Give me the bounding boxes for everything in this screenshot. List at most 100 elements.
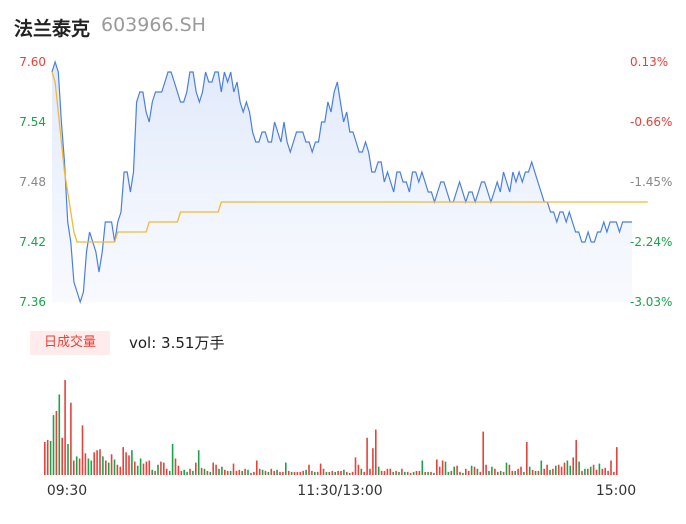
volume-bar xyxy=(218,468,220,475)
price-line xyxy=(51,60,632,304)
volume-bar xyxy=(87,458,90,475)
volume-bar xyxy=(424,471,426,475)
volume-bar xyxy=(224,469,226,475)
x-axis: 09:30 11:30/13:00 15:00 xyxy=(47,483,636,499)
volume-bar xyxy=(351,471,354,475)
volume-bar xyxy=(302,470,304,475)
volume-bar xyxy=(314,471,316,475)
volume-bar xyxy=(450,470,453,475)
volume-bar xyxy=(52,415,55,475)
volume-badge[interactable]: 日成交量 xyxy=(30,331,110,355)
volume-bar xyxy=(395,470,397,475)
volume-bar xyxy=(145,461,148,475)
volume-bar xyxy=(125,452,127,475)
volume-bar xyxy=(476,468,479,475)
volume-bar xyxy=(436,459,438,475)
y-right-tick-label: -2.24% xyxy=(630,235,672,249)
volume-bar xyxy=(282,471,284,475)
volume-bar xyxy=(595,469,598,475)
volume-bar xyxy=(90,460,93,475)
volume-bar xyxy=(549,469,551,475)
volume-bar xyxy=(319,463,322,475)
volume-bar xyxy=(256,460,258,475)
volume-bar xyxy=(380,470,383,475)
volume-bar xyxy=(113,459,116,475)
volume-bar xyxy=(212,462,214,475)
volume-bar xyxy=(363,471,365,475)
volume-bar xyxy=(107,462,110,475)
volume-bar xyxy=(154,470,156,475)
volume-bar xyxy=(372,448,374,475)
y-right-tick-label: -0.66% xyxy=(630,115,672,129)
volume-bar xyxy=(601,468,604,475)
volume-bar xyxy=(375,429,377,475)
volume-bar xyxy=(285,462,287,475)
volume-bar xyxy=(122,447,124,475)
volume-bar xyxy=(58,394,61,475)
volume-bar xyxy=(197,450,200,475)
volume-bar xyxy=(331,470,334,475)
volume-bar xyxy=(444,461,447,475)
volume-bar xyxy=(610,460,612,475)
volume-bar xyxy=(200,467,203,475)
volume-bar xyxy=(226,470,229,475)
volume-bar xyxy=(287,470,290,475)
volume-bar xyxy=(563,462,566,475)
volume-bar xyxy=(433,472,435,475)
volume-bar xyxy=(99,449,101,475)
volume-bar xyxy=(383,470,386,475)
volume-bar xyxy=(136,465,139,475)
volume-bar xyxy=(84,453,87,475)
volume-bar xyxy=(334,471,336,475)
volume-bar xyxy=(276,469,278,475)
volume-bar xyxy=(337,470,339,475)
volume-bar xyxy=(203,468,206,475)
volume-bar xyxy=(523,471,525,475)
volume-bar xyxy=(406,471,409,475)
volume-bar xyxy=(270,468,273,475)
volume-bar xyxy=(581,470,583,475)
volume-bar xyxy=(467,470,470,475)
volume-bar xyxy=(119,466,122,475)
y-axis-left: 7.60 7.54 7.48 7.42 7.36 xyxy=(19,55,46,309)
price-series-line xyxy=(51,60,632,304)
volume-bar xyxy=(151,469,153,475)
volume-bar xyxy=(70,402,72,475)
volume-bar xyxy=(55,411,58,475)
volume-bar xyxy=(401,468,403,475)
volume-bar xyxy=(160,461,162,475)
volume-bar xyxy=(587,468,589,475)
volume-value: vol: 3.51万手 xyxy=(129,334,225,352)
volume-bar xyxy=(78,458,81,475)
volume-bar xyxy=(134,461,136,475)
volume-bar xyxy=(221,466,223,475)
volume-bar xyxy=(528,466,531,475)
volume-bar xyxy=(526,442,528,475)
volume-bar xyxy=(427,471,429,475)
y-left-tick-label: 7.42 xyxy=(19,235,46,249)
volume-bar xyxy=(305,469,307,475)
volume-bar xyxy=(560,466,563,475)
volume-bar xyxy=(189,468,191,475)
volume-bar xyxy=(566,460,569,475)
y-right-tick-label: -1.45% xyxy=(630,175,672,189)
volume-bar xyxy=(377,466,380,475)
volume-bar xyxy=(183,469,185,475)
volume-bar xyxy=(290,471,293,475)
volume-bar xyxy=(215,464,217,475)
volume-bar xyxy=(322,468,325,475)
volume-bar xyxy=(354,457,357,475)
volume-bar xyxy=(131,450,133,475)
volume-bar xyxy=(102,456,104,475)
volume-badge-label: 日成交量 xyxy=(43,335,96,350)
volume-bar xyxy=(142,463,145,475)
volume-bar xyxy=(430,471,432,475)
volume-bar xyxy=(258,468,261,475)
volume-bar xyxy=(386,468,389,475)
volume-bar xyxy=(163,462,165,475)
volume-bar xyxy=(61,437,63,475)
y-axis-right: 0.13% -0.66% -1.45% -2.24% -3.03% xyxy=(630,55,672,309)
average-price-line xyxy=(51,71,648,243)
volume-bar xyxy=(316,471,319,475)
